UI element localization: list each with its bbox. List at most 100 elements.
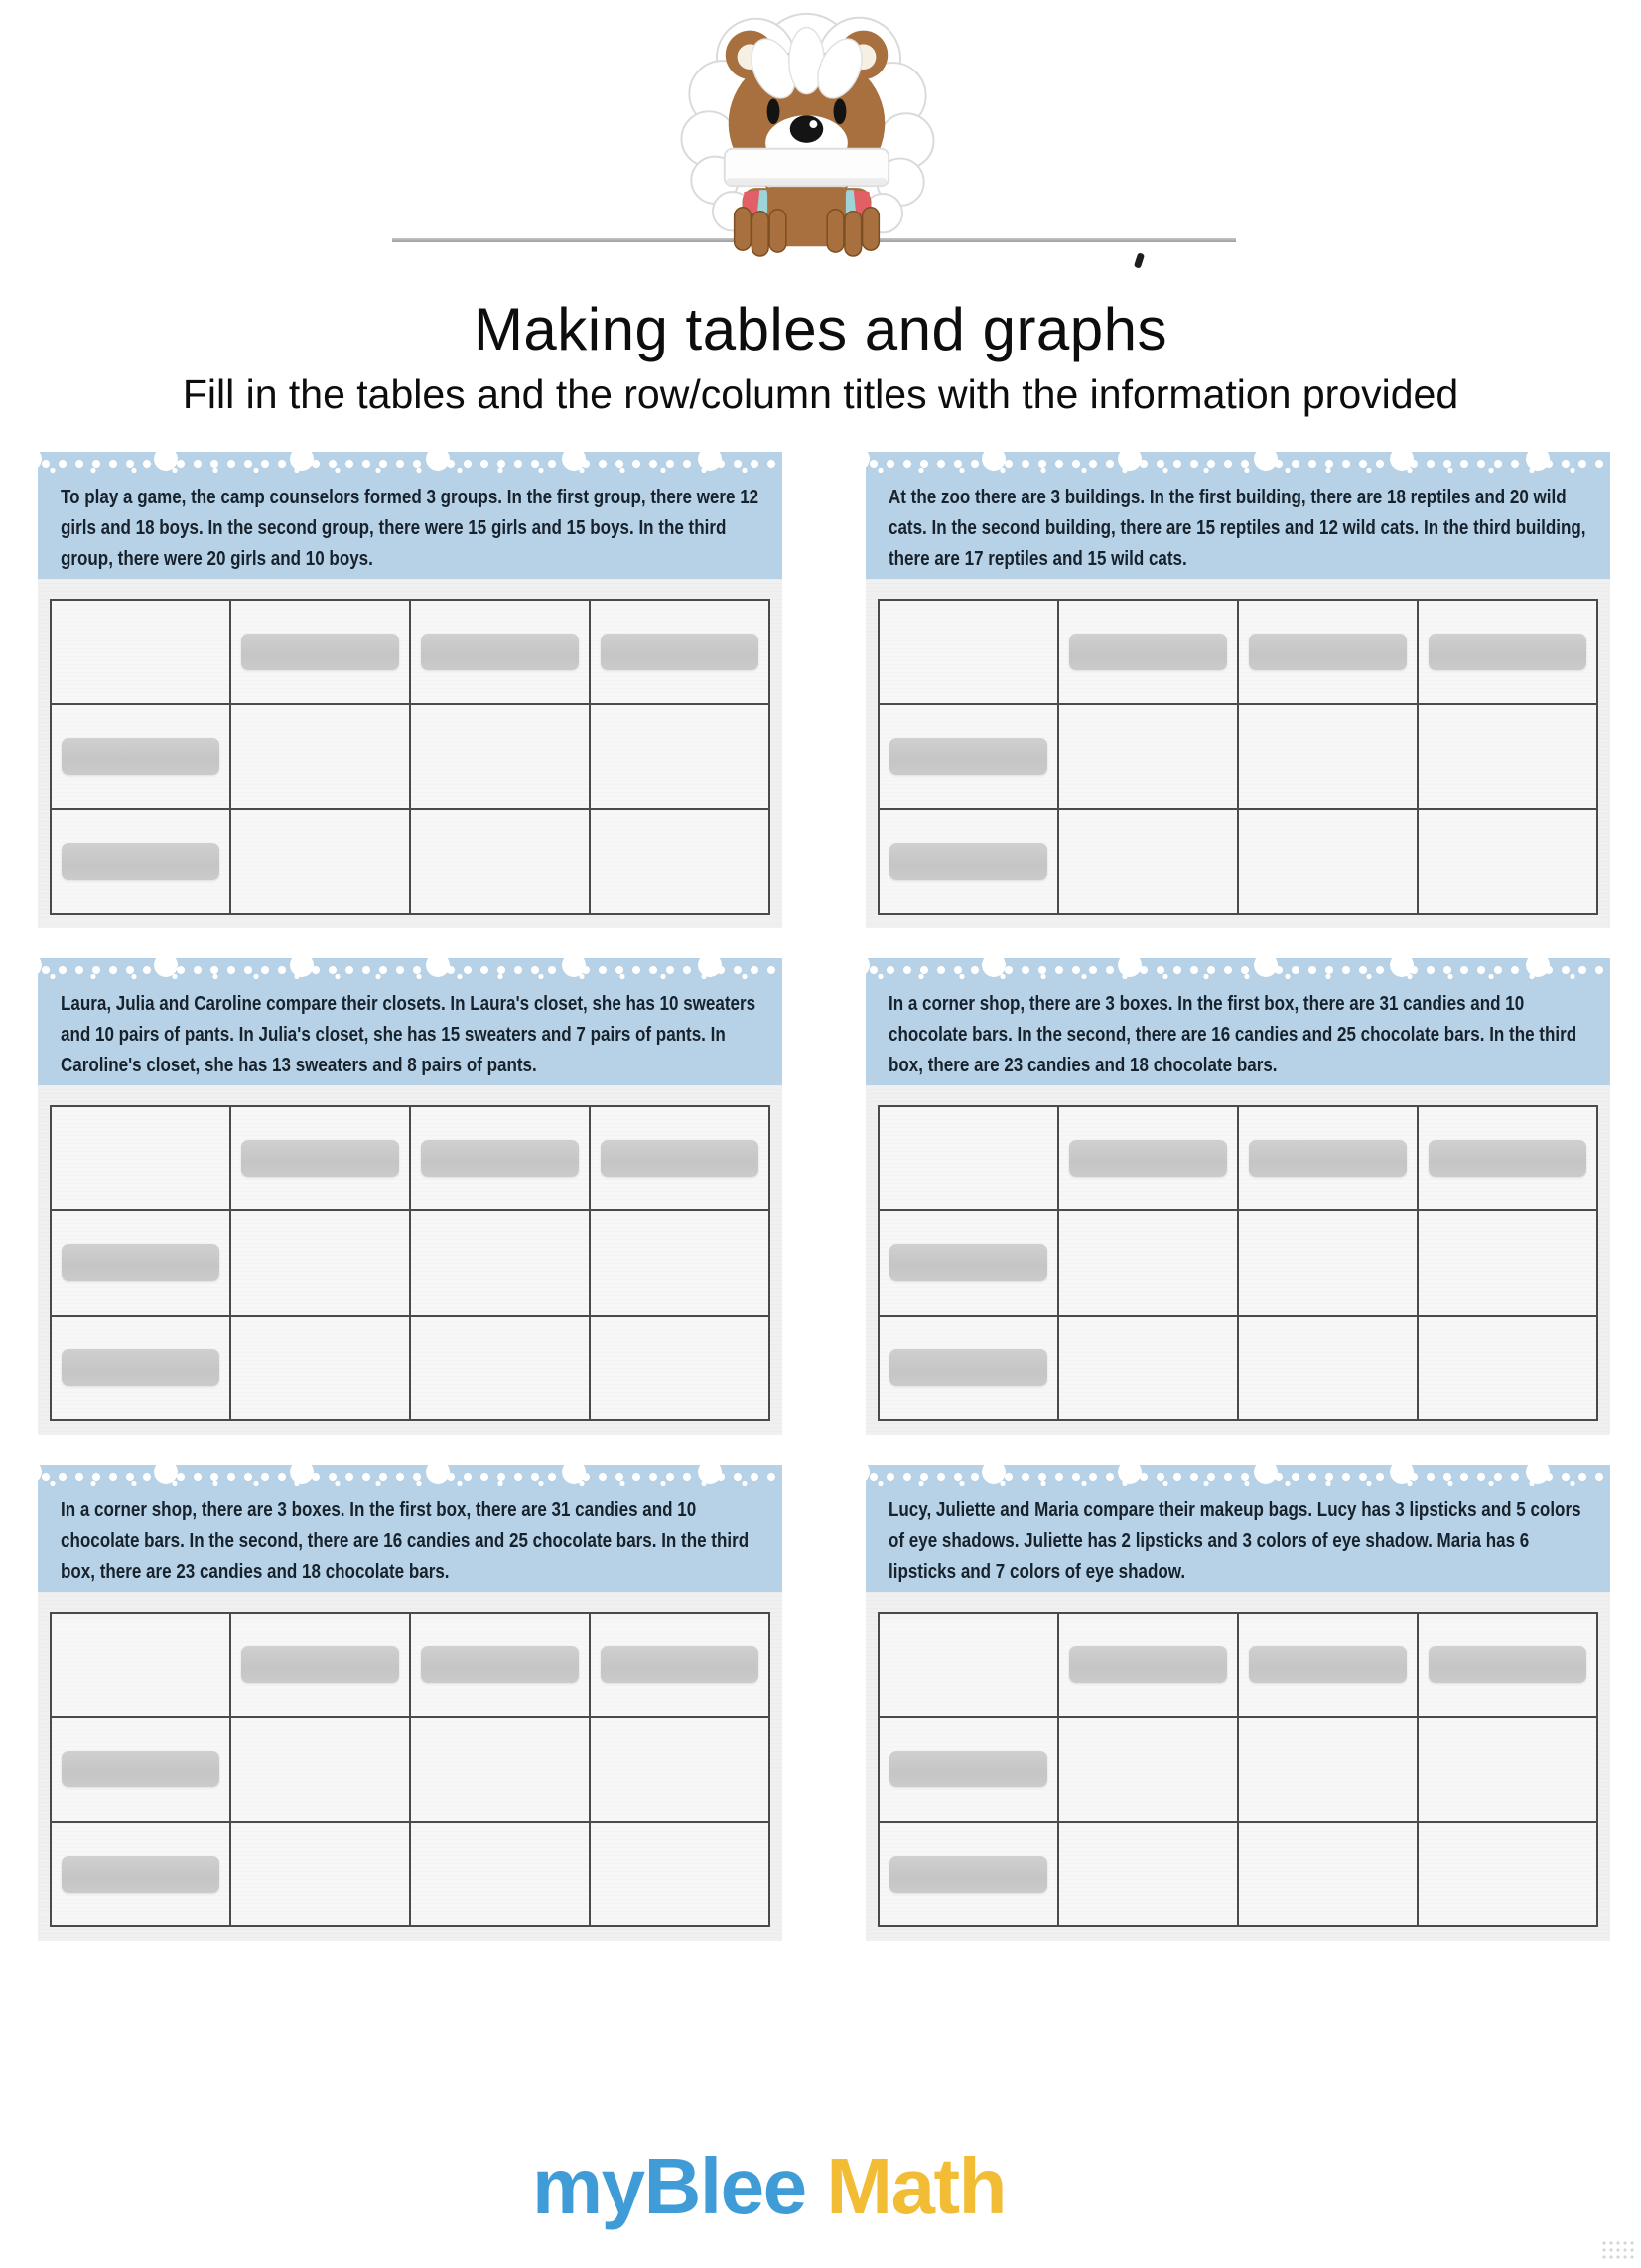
row-title-cell[interactable] <box>52 1211 229 1315</box>
column-title-placeholder[interactable] <box>601 1646 758 1684</box>
column-title-cell[interactable] <box>231 1107 409 1210</box>
column-title-cell[interactable] <box>411 1614 589 1717</box>
column-title-cell[interactable] <box>1059 601 1237 704</box>
data-cell[interactable] <box>591 1822 768 1925</box>
column-title-placeholder[interactable] <box>601 1140 758 1178</box>
column-title-placeholder[interactable] <box>1429 634 1586 671</box>
data-cell[interactable] <box>1239 1822 1417 1925</box>
data-cell[interactable] <box>1059 1718 1237 1821</box>
data-cell[interactable] <box>1419 809 1596 913</box>
data-cell[interactable] <box>231 1718 409 1821</box>
row-title-cell[interactable] <box>880 705 1057 808</box>
column-title-cell[interactable] <box>411 601 589 704</box>
column-title-placeholder[interactable] <box>421 1140 579 1178</box>
data-cell[interactable] <box>1419 1822 1596 1925</box>
row-title-placeholder[interactable] <box>889 1855 1047 1893</box>
row-title-placeholder[interactable] <box>889 1348 1047 1386</box>
row-title-cell[interactable] <box>52 705 229 808</box>
data-cell[interactable] <box>411 809 589 913</box>
row-title-placeholder[interactable] <box>62 1244 219 1282</box>
row-title-placeholder[interactable] <box>889 738 1047 776</box>
table-corner-cell[interactable] <box>880 1614 1057 1717</box>
row-title-placeholder[interactable] <box>62 1348 219 1386</box>
data-cell[interactable] <box>1239 705 1417 808</box>
data-cell[interactable] <box>1059 1211 1237 1315</box>
row-title-cell[interactable] <box>880 1316 1057 1419</box>
row-title-placeholder[interactable] <box>62 842 219 880</box>
row-title-cell[interactable] <box>880 1822 1057 1925</box>
column-title-cell[interactable] <box>591 601 768 704</box>
column-title-placeholder[interactable] <box>1429 1140 1586 1178</box>
row-title-cell[interactable] <box>52 809 229 913</box>
data-cell[interactable] <box>1059 1316 1237 1419</box>
column-title-placeholder[interactable] <box>1249 1646 1407 1684</box>
data-cell[interactable] <box>1059 809 1237 913</box>
table-corner-cell[interactable] <box>880 601 1057 704</box>
row-title-placeholder[interactable] <box>62 1855 219 1893</box>
data-cell[interactable] <box>1239 1211 1417 1315</box>
column-title-cell[interactable] <box>1419 1614 1596 1717</box>
column-title-cell[interactable] <box>1419 1107 1596 1210</box>
column-title-cell[interactable] <box>591 1614 768 1717</box>
data-cell[interactable] <box>591 1718 768 1821</box>
row-title-placeholder[interactable] <box>889 1244 1047 1282</box>
column-title-placeholder[interactable] <box>1069 634 1227 671</box>
data-cell[interactable] <box>1239 1316 1417 1419</box>
row-title-cell[interactable] <box>52 1822 229 1925</box>
column-title-cell[interactable] <box>591 1107 768 1210</box>
data-cell[interactable] <box>1239 809 1417 913</box>
row-title-cell[interactable] <box>52 1316 229 1419</box>
data-cell[interactable] <box>1419 1718 1596 1821</box>
row-title-placeholder[interactable] <box>889 842 1047 880</box>
column-title-cell[interactable] <box>1419 601 1596 704</box>
data-cell[interactable] <box>591 809 768 913</box>
column-title-cell[interactable] <box>231 601 409 704</box>
column-title-placeholder[interactable] <box>241 634 399 671</box>
data-cell[interactable] <box>411 705 589 808</box>
data-cell[interactable] <box>591 705 768 808</box>
column-title-placeholder[interactable] <box>241 1646 399 1684</box>
column-title-cell[interactable] <box>231 1614 409 1717</box>
data-cell[interactable] <box>1419 705 1596 808</box>
data-cell[interactable] <box>411 1822 589 1925</box>
data-cell[interactable] <box>231 705 409 808</box>
table-corner-cell[interactable] <box>880 1107 1057 1210</box>
data-cell[interactable] <box>411 1316 589 1419</box>
row-title-cell[interactable] <box>880 1718 1057 1821</box>
column-title-cell[interactable] <box>1059 1107 1237 1210</box>
column-title-placeholder[interactable] <box>1249 1140 1407 1178</box>
column-title-cell[interactable] <box>1059 1614 1237 1717</box>
column-title-cell[interactable] <box>1239 1614 1417 1717</box>
data-cell[interactable] <box>231 1211 409 1315</box>
data-cell[interactable] <box>231 809 409 913</box>
column-title-cell[interactable] <box>1239 601 1417 704</box>
column-title-placeholder[interactable] <box>1069 1646 1227 1684</box>
column-title-placeholder[interactable] <box>1069 1140 1227 1178</box>
table-corner-cell[interactable] <box>52 601 229 704</box>
column-title-placeholder[interactable] <box>601 634 758 671</box>
column-title-cell[interactable] <box>1239 1107 1417 1210</box>
data-cell[interactable] <box>411 1718 589 1821</box>
row-title-cell[interactable] <box>880 1211 1057 1315</box>
data-cell[interactable] <box>1419 1211 1596 1315</box>
table-corner-cell[interactable] <box>52 1107 229 1210</box>
row-title-placeholder[interactable] <box>62 1751 219 1788</box>
row-title-placeholder[interactable] <box>889 1751 1047 1788</box>
data-cell[interactable] <box>411 1211 589 1315</box>
row-title-cell[interactable] <box>52 1718 229 1821</box>
data-cell[interactable] <box>591 1211 768 1315</box>
column-title-placeholder[interactable] <box>1249 634 1407 671</box>
column-title-placeholder[interactable] <box>421 1646 579 1684</box>
column-title-placeholder[interactable] <box>421 634 579 671</box>
column-title-placeholder[interactable] <box>241 1140 399 1178</box>
data-cell[interactable] <box>231 1316 409 1419</box>
row-title-placeholder[interactable] <box>62 738 219 776</box>
data-cell[interactable] <box>1059 1822 1237 1925</box>
row-title-cell[interactable] <box>880 809 1057 913</box>
data-cell[interactable] <box>1239 1718 1417 1821</box>
table-corner-cell[interactable] <box>52 1614 229 1717</box>
column-title-placeholder[interactable] <box>1429 1646 1586 1684</box>
data-cell[interactable] <box>591 1316 768 1419</box>
data-cell[interactable] <box>1059 705 1237 808</box>
data-cell[interactable] <box>231 1822 409 1925</box>
